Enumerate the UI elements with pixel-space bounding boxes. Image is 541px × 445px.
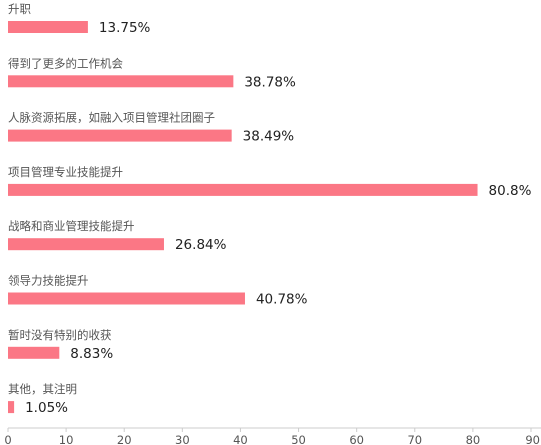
bar	[8, 183, 478, 196]
bar	[8, 129, 232, 142]
bar	[8, 21, 88, 33]
category-label: 人脉资源拓展，如融入项目管理社团圈子	[8, 111, 215, 125]
labels-layer: 升职 13.75% 得到了更多的工作机会 38.78% 人脉资源拓展，如融入项目管理社团…	[8, 2, 532, 416]
x-tick-label: 30	[175, 433, 190, 445]
bar	[8, 75, 234, 88]
x-tick-label: 80	[466, 433, 481, 445]
bar	[8, 238, 164, 251]
x-axis-ticks: 0 10 20 30 40 50 60 70 80 90	[4, 428, 540, 445]
category-label: 暂时没有特别的收获	[8, 328, 112, 342]
category-label: 领导力技能提升	[8, 274, 89, 288]
value-label: 40.78%	[256, 292, 308, 308]
category-label: 其他，其注明	[8, 382, 77, 396]
bars-layer	[8, 21, 478, 414]
value-label: 26.84%	[175, 237, 227, 253]
bar	[8, 346, 60, 359]
bar	[8, 401, 15, 414]
category-label: 得到了更多的工作机会	[8, 56, 123, 70]
value-label: 8.83%	[70, 346, 113, 362]
x-tick-label: 40	[233, 433, 248, 445]
category-label: 项目管理专业技能提升	[8, 165, 123, 179]
category-label: 战略和商业管理技能提升	[8, 219, 135, 233]
x-tick-label: 10	[59, 433, 74, 445]
x-tick-label: 50	[291, 433, 306, 445]
value-label: 38.78%	[244, 74, 296, 90]
bar	[8, 292, 245, 305]
x-tick-label: 60	[349, 433, 364, 445]
value-label: 80.8%	[489, 183, 532, 199]
x-tick-label: 0	[4, 433, 11, 445]
category-label: 升职	[8, 2, 31, 16]
x-tick-label: 70	[407, 433, 422, 445]
x-tick-label: 20	[117, 433, 132, 445]
value-label: 13.75%	[99, 20, 151, 36]
value-label: 38.49%	[243, 129, 295, 145]
value-label: 1.05%	[25, 400, 68, 416]
x-tick-label: 90	[525, 433, 540, 445]
